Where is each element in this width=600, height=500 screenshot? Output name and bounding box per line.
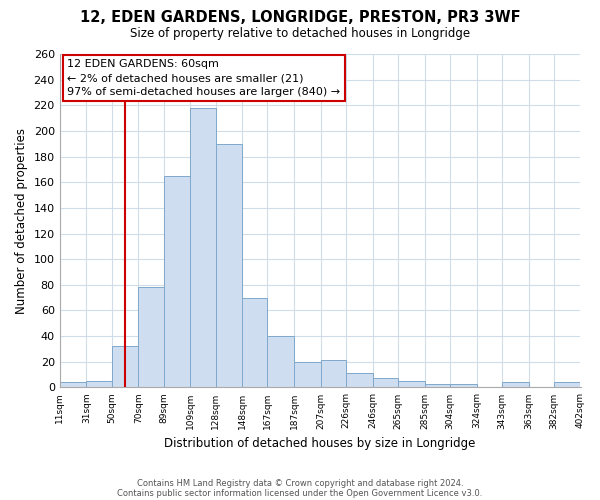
Bar [425,384,450,388]
Bar [190,108,215,388]
X-axis label: Distribution of detached houses by size in Longridge: Distribution of detached houses by size … [164,437,476,450]
Bar [398,381,425,388]
Bar [554,382,581,388]
Bar [373,378,398,388]
Bar [242,298,268,388]
Bar [268,336,294,388]
Text: Contains HM Land Registry data © Crown copyright and database right 2024.: Contains HM Land Registry data © Crown c… [137,478,463,488]
Bar [346,374,373,388]
Text: 12, EDEN GARDENS, LONGRIDGE, PRESTON, PR3 3WF: 12, EDEN GARDENS, LONGRIDGE, PRESTON, PR… [80,10,520,25]
Text: 12 EDEN GARDENS: 60sqm
← 2% of detached houses are smaller (21)
97% of semi-deta: 12 EDEN GARDENS: 60sqm ← 2% of detached … [67,59,341,97]
Bar [112,346,138,388]
Bar [215,144,242,388]
Bar [59,382,86,388]
Y-axis label: Number of detached properties: Number of detached properties [15,128,28,314]
Bar [164,176,190,388]
Bar [502,382,529,388]
Bar [86,381,112,388]
Bar [294,362,321,388]
Bar [450,384,476,388]
Text: Size of property relative to detached houses in Longridge: Size of property relative to detached ho… [130,28,470,40]
Bar [138,288,164,388]
Bar [321,360,346,388]
Text: Contains public sector information licensed under the Open Government Licence v3: Contains public sector information licen… [118,488,482,498]
